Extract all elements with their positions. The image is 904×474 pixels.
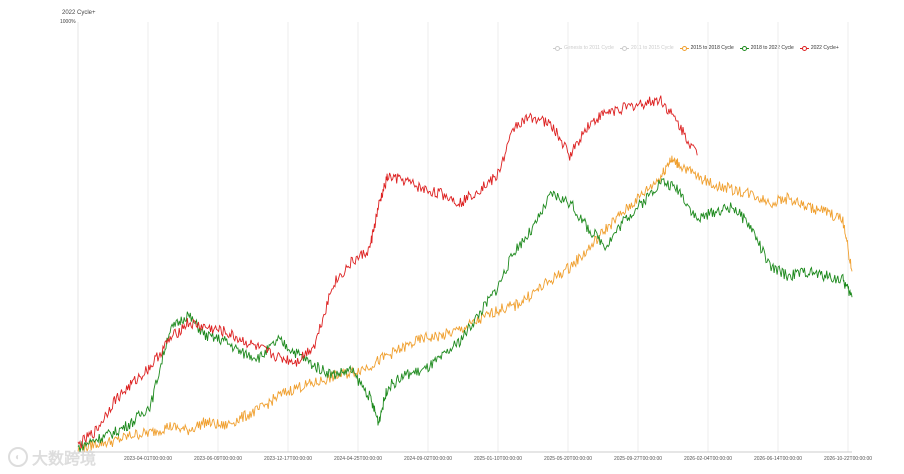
series-line-2015-to-2018-cycle[interactable] (77, 155, 853, 453)
x-tick-label: 2023-12-17T00:00:00 (264, 456, 312, 462)
legend-label: 2011 to 2015 Cycle (630, 45, 674, 51)
series-line-2018-to-2022-cycle[interactable] (77, 177, 853, 452)
legend-label: 2018 to 2022 Cycle (750, 45, 794, 51)
x-tick-label: 2026-10-22T00:00:00 (824, 456, 872, 462)
legend-label: 2015 to 2018 Cycle (690, 45, 734, 51)
legend-marker-icon (799, 45, 809, 51)
legend-item-2015-2018[interactable]: 2015 to 2018 Cycle (679, 45, 734, 51)
legend-label: 2022 Cycle+ (810, 45, 839, 51)
legend-marker-icon (739, 45, 749, 51)
legend-item-2022-plus[interactable]: 2022 Cycle+ (799, 45, 839, 51)
watermark-logo-icon: ◐ (8, 447, 28, 467)
x-tick-label: 2025-05-20T00:00:00 (544, 456, 592, 462)
x-tick-label: 2025-09-27T00:00:00 (614, 456, 662, 462)
series-line-2022-cycle-[interactable] (77, 95, 698, 449)
chart-legend: Genesis to 2011 Cycle 2011 to 2015 Cycle… (553, 45, 839, 51)
legend-marker-icon (553, 45, 562, 51)
legend-marker-icon (679, 45, 689, 51)
legend-item-2011-2015[interactable]: 2011 to 2015 Cycle (619, 45, 674, 51)
x-tick-label: 2026-02-04T00:00:00 (684, 456, 732, 462)
watermark-text: 大数跨境 (32, 451, 97, 468)
legend-item-2018-2022[interactable]: 2018 to 2022 Cycle (739, 45, 794, 51)
legend-item-genesis-2011[interactable]: Genesis to 2011 Cycle (553, 45, 614, 51)
legend-marker-icon (619, 45, 629, 51)
x-tick-label: 2023-04-01T00:00:00 (124, 456, 172, 462)
x-tick-label: 2023-06-09T00:00:00 (194, 456, 242, 462)
legend-label: Genesis to 2011 Cycle (564, 45, 614, 51)
x-tick-label: 2024-04-25T00:00:00 (334, 456, 382, 462)
y-axis-title: 2022 Cycle+ (62, 10, 96, 16)
x-tick-label: 2024-09-02T00:00:00 (404, 456, 452, 462)
watermark: ◐ 大数跨境 (8, 445, 96, 469)
x-tick-label: 2026-06-14T00:00:00 (754, 456, 802, 462)
x-tick-label: 2025-01-10T00:00:00 (474, 456, 522, 462)
y-max-label: 1000% (60, 19, 76, 25)
